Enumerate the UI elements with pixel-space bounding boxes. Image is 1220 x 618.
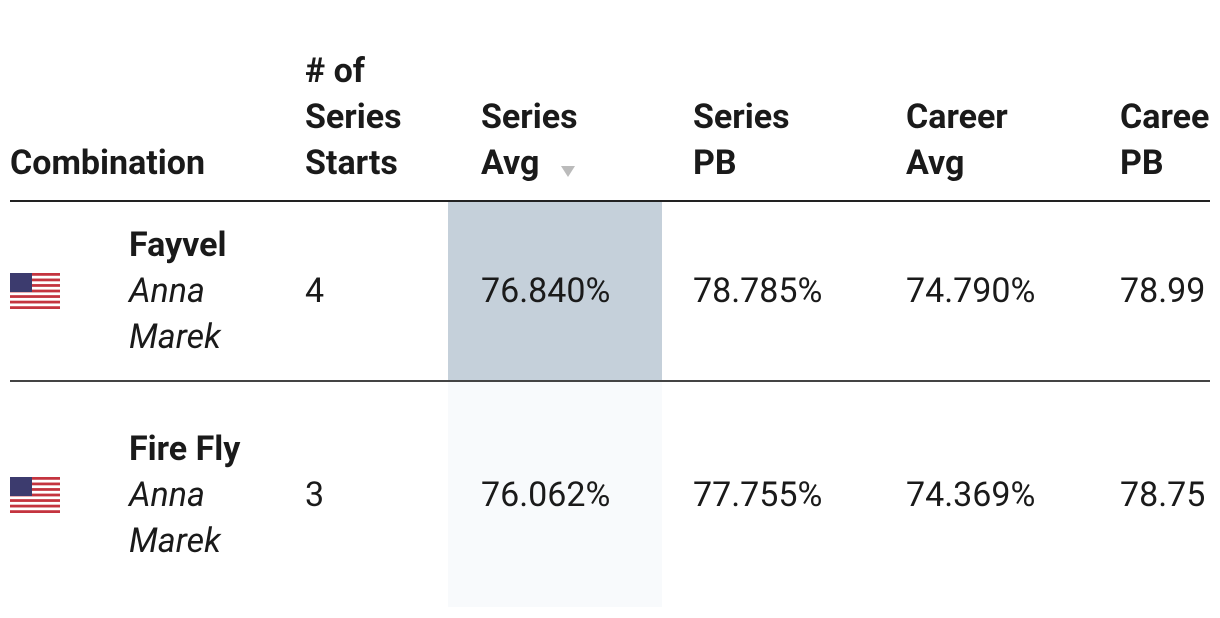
rider-name: Anna Marek xyxy=(129,474,221,561)
column-header[interactable]: Career Avg xyxy=(906,0,1031,186)
cell-career-pb: 78.99 xyxy=(1120,271,1206,311)
flag-usa xyxy=(10,476,60,513)
sort-arrow-shape xyxy=(561,166,575,177)
horse-name: Fayvel xyxy=(129,225,227,265)
column-header[interactable]: Career PB xyxy=(1120,0,1210,186)
rider-name: Anna Marek xyxy=(129,271,221,357)
header-text: Career Avg xyxy=(906,97,1008,183)
flag-usa xyxy=(10,273,60,309)
column-header[interactable]: Series Avg xyxy=(481,0,606,186)
cell-series-avg: 76.062% xyxy=(481,474,611,515)
header-rule xyxy=(10,200,1210,202)
column-header[interactable]: Combination xyxy=(10,0,270,186)
cell-career-avg: 74.790% xyxy=(906,271,1036,311)
header-text: # of Series Starts xyxy=(305,51,402,183)
header-text: Series PB xyxy=(693,97,790,183)
cell-series-pb: 78.785% xyxy=(693,271,823,311)
row-rule xyxy=(10,380,1210,382)
combination: Fayvel Anna Marek xyxy=(129,202,249,380)
combination: Fire Fly Anna Marek xyxy=(129,382,249,607)
sort-arrow xyxy=(561,166,575,177)
header-text: Series Avg xyxy=(481,97,578,183)
header-text: Career PB xyxy=(1120,97,1210,183)
cell-starts: 3 xyxy=(305,474,325,515)
column-header[interactable]: Series PB xyxy=(693,0,813,186)
cell-starts: 4 xyxy=(305,271,325,311)
column-header[interactable]: # of Series Starts xyxy=(305,0,425,186)
cell-career-pb: 78.75 xyxy=(1120,474,1206,515)
cell-career-avg: 74.369% xyxy=(906,474,1036,515)
horse-name: Fire Fly xyxy=(129,428,241,469)
cell-series-avg: 76.840% xyxy=(481,271,611,311)
sorted-column-highlight xyxy=(448,382,662,607)
sorted-column-highlight xyxy=(448,202,662,380)
cell-series-pb: 77.755% xyxy=(693,474,823,515)
header-text: Combination xyxy=(10,143,206,183)
